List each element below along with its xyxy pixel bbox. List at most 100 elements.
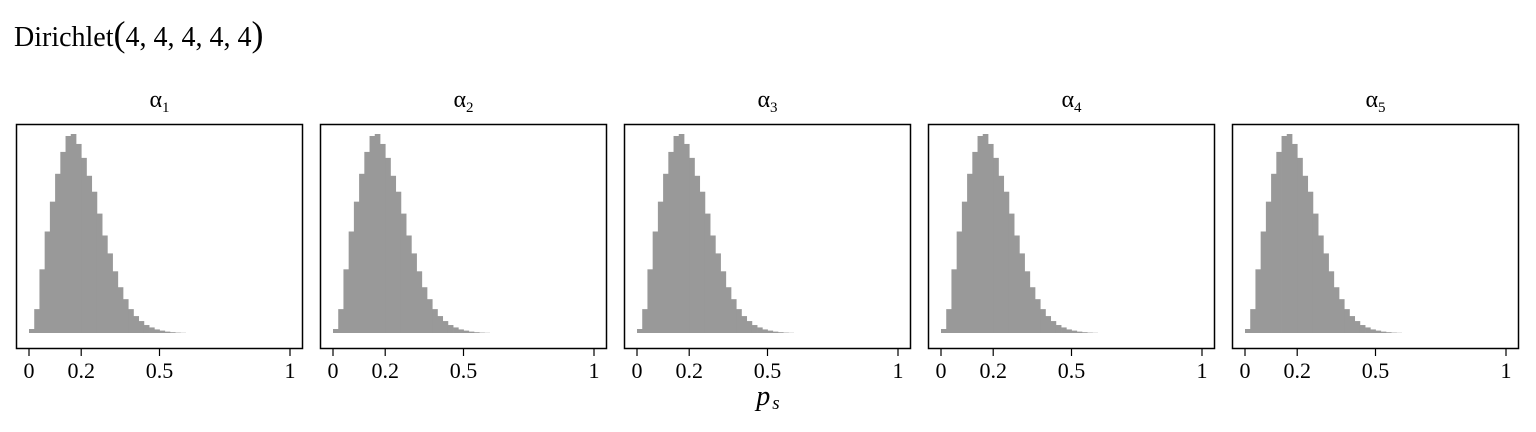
x-tick-label: 0: [936, 358, 947, 383]
histogram-bar: [86, 175, 93, 333]
histogram-bar: [1040, 309, 1046, 333]
histogram-bar: [432, 309, 438, 333]
histogram-bar: [657, 201, 664, 333]
histogram-bar: [65, 135, 72, 333]
histogram-bar: [1024, 271, 1031, 333]
histogram-bar: [730, 299, 737, 333]
histogram-bar: [333, 329, 339, 333]
x-tick-label: 1: [1197, 358, 1208, 383]
histogram-bar: [55, 173, 61, 333]
histogram-bar: [468, 331, 475, 333]
histogram-bar: [379, 143, 386, 333]
histogram-bar: [951, 269, 958, 333]
histogram-bar: [107, 253, 113, 333]
histogram-bar: [49, 201, 56, 333]
x-tick-label: 0.2: [371, 358, 399, 383]
histogram-bar: [689, 157, 695, 333]
histogram-bar: [961, 201, 968, 333]
histogram-bar: [1281, 135, 1288, 333]
histogram-bar: [710, 235, 716, 333]
panel-strip-label: α3: [757, 87, 777, 116]
histogram-bar: [1265, 201, 1272, 333]
histogram-bar: [1255, 269, 1262, 333]
histogram-bar: [348, 231, 355, 333]
panel-strip-label-sub: 3: [770, 100, 778, 116]
histogram-bar: [385, 157, 391, 333]
histogram-bar: [463, 330, 470, 333]
x-tick-label: 0: [632, 358, 643, 383]
histogram-bar: [112, 271, 119, 333]
x-tick-label: 0.2: [67, 358, 95, 383]
histogram-bar: [39, 269, 46, 333]
panel-strip-label-base: α: [757, 87, 770, 113]
x-axis-label-base: p: [754, 381, 770, 412]
histogram-bar: [668, 151, 674, 333]
x-tick-label: 1: [1501, 358, 1512, 383]
panel-strip-label: α1: [149, 87, 169, 116]
histogram-bar: [164, 331, 171, 333]
histogram-bar: [1286, 134, 1293, 333]
histogram-bar: [1291, 143, 1298, 333]
histogram-bar: [977, 135, 984, 333]
histogram-bar: [122, 299, 129, 333]
histogram-bar: [1333, 287, 1340, 333]
x-tick-label: 0.5: [146, 358, 174, 383]
histogram-bar: [374, 134, 381, 333]
histogram-bar: [956, 231, 963, 333]
panel-strip-label-sub: 5: [1378, 100, 1386, 116]
histogram-bar: [1307, 191, 1314, 333]
histogram-bar: [720, 271, 727, 333]
histogram-bar: [772, 331, 779, 333]
histogram-bar: [767, 330, 774, 333]
histogram-bar: [652, 231, 659, 333]
panel-strip-label-sub: 4: [1074, 100, 1082, 116]
histogram-bar: [1338, 299, 1345, 333]
panel-strip-label-sub: 1: [162, 100, 170, 116]
x-tick-label: 0.2: [1283, 358, 1311, 383]
histogram-bar: [359, 173, 365, 333]
histogram-bar: [1034, 299, 1041, 333]
histogram-bar: [1081, 332, 1088, 333]
x-tick-label: 0.2: [675, 358, 703, 383]
histogram-bar: [81, 157, 87, 333]
histogram-bar: [60, 151, 66, 333]
histogram-bar: [704, 213, 711, 333]
histogram-bar: [1071, 330, 1078, 333]
histogram-bar: [757, 327, 763, 333]
panel-strip-label: α5: [1365, 87, 1385, 116]
x-axis-label-sub: s: [772, 393, 779, 414]
histogram-bar: [154, 329, 160, 333]
histogram-bar: [694, 175, 701, 333]
x-tick-label: 0: [24, 358, 35, 383]
histogram-bar: [1318, 235, 1324, 333]
histogram-bar: [390, 175, 397, 333]
histogram-bar: [1323, 253, 1329, 333]
histogram-bar: [1302, 175, 1309, 333]
histogram-bar: [138, 321, 145, 333]
histogram-bar: [1354, 321, 1361, 333]
histogram-bar: [149, 327, 155, 333]
histogram-bar: [437, 316, 444, 333]
histogram-bar: [1008, 213, 1015, 333]
histogram-bar: [159, 330, 166, 333]
histogram-bar: [746, 321, 753, 333]
histogram-bar: [972, 151, 978, 333]
panel-strip-label: α4: [1061, 87, 1082, 116]
histogram-bar: [91, 191, 98, 333]
histogram-bar: [941, 329, 947, 333]
histogram-bar: [1061, 327, 1067, 333]
histogram-bar: [678, 134, 685, 333]
histogram-bar: [647, 269, 654, 333]
panel-strip-label-base: α: [1365, 87, 1378, 113]
histogram-bar: [117, 287, 124, 333]
histogram-bar: [993, 157, 999, 333]
x-tick-label: 0.2: [979, 358, 1007, 383]
chart-title-open-paren: (: [114, 14, 126, 54]
histogram-bar: [987, 143, 994, 333]
x-tick-label: 0: [1240, 358, 1251, 383]
histogram-bar: [343, 269, 350, 333]
histogram-bar: [442, 321, 449, 333]
x-tick-label: 0.5: [450, 358, 478, 383]
histogram-bar: [421, 287, 428, 333]
panel-strip-label-sub: 2: [466, 100, 474, 116]
